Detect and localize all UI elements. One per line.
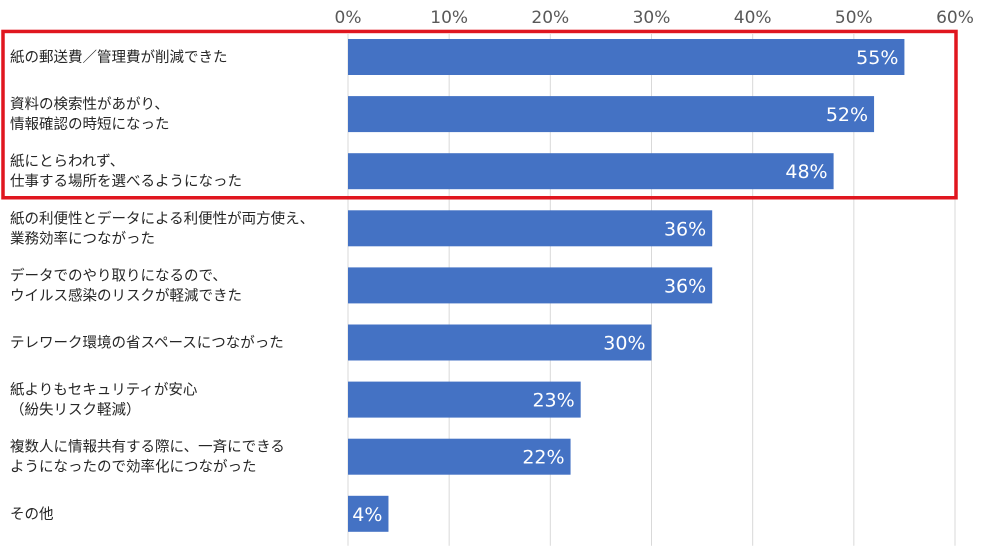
bar <box>348 210 713 247</box>
x-tick-label: 10% <box>430 8 468 28</box>
data-label: 52% <box>826 104 868 126</box>
data-label: 4% <box>352 504 382 526</box>
category-label: 複数人に情報共有する際に、一斉にできるようになったので効率化につながった <box>10 439 285 476</box>
bar <box>348 438 571 475</box>
bar <box>348 381 581 418</box>
category-label: データでのやり取りになるので、ウイルス感染のリスクが軽減できた <box>10 266 242 304</box>
data-label: 48% <box>785 161 827 183</box>
bar <box>348 267 713 304</box>
category-label-line: 情報確認の時短になった <box>10 116 170 133</box>
category-label-line: 業務効率につながった <box>10 230 155 247</box>
data-label: 23% <box>532 390 574 412</box>
data-labels: 55% 52% 48% 36% 36% 30% 23% 22% 4% <box>352 47 898 526</box>
bar <box>348 39 905 75</box>
x-tick-label: 50% <box>835 8 873 28</box>
bar <box>348 153 834 190</box>
category-label-line: ようになったので効率化につながった <box>10 459 257 476</box>
category-label-line: テレワーク環境の省スペースにつながった <box>10 334 284 352</box>
x-tick-label: 30% <box>633 8 671 28</box>
category-labels: 紙の郵送費／管理費が削減できた資料の検索性があがり、情報確認の時短になった紙にと… <box>10 49 314 523</box>
highlight-layer <box>1 29 958 200</box>
category-label-line: ウイルス感染のリスクが軽減できた <box>10 287 242 304</box>
category-label-line: データでのやり取りになるので、 <box>10 266 227 284</box>
data-label: 55% <box>856 47 898 69</box>
category-label: 紙の利便性とデータによる利便性が両方使え、業務効率につながった <box>10 209 314 247</box>
category-label-line: 紙の郵送費／管理費が削減できた <box>10 49 228 66</box>
data-label: 22% <box>522 447 564 469</box>
bars <box>348 39 905 532</box>
category-label-line: 紙よりもセキュリティが安心 <box>10 382 197 399</box>
category-label: その他 <box>10 506 54 523</box>
category-label-line: その他 <box>10 506 54 523</box>
category-label-line: 仕事する場所を選べるようになった <box>10 173 242 190</box>
category-label: 紙よりもセキュリティが安心 （紛失リスク軽減） <box>10 382 197 419</box>
category-label: 紙の郵送費／管理費が削減できた <box>10 49 228 66</box>
data-label: 36% <box>664 218 706 240</box>
bar <box>348 96 875 133</box>
category-label: テレワーク環境の省スペースにつながった <box>10 334 284 352</box>
x-tick-label: 60% <box>936 8 974 28</box>
x-tick-label: 40% <box>734 8 772 28</box>
category-label-line: 紙にとらわれず、 <box>10 153 124 170</box>
category-label-line: 資料の検索性があがり、 <box>10 96 169 113</box>
data-label: 36% <box>664 275 706 297</box>
x-tick-label: 0% <box>335 8 362 28</box>
category-label-line: 紙の利便性とデータによる利便性が両方使え、 <box>10 209 314 227</box>
highlight-box <box>1 29 958 200</box>
bar <box>348 495 389 532</box>
x-tick-label: 20% <box>531 8 569 28</box>
category-label: 資料の検索性があがり、情報確認の時短になった <box>10 96 170 133</box>
data-label: 30% <box>603 333 645 355</box>
category-label-line: （紛失リスク軽減） <box>10 402 141 419</box>
category-label: 紙にとらわれず、仕事する場所を選べるようになった <box>10 153 242 190</box>
category-label-line: 複数人に情報共有する際に、一斉にできる <box>10 439 285 456</box>
bar <box>348 324 652 361</box>
x-axis-ticks: 0% 10% 20% 30% 40% 50% 60% <box>335 8 974 28</box>
